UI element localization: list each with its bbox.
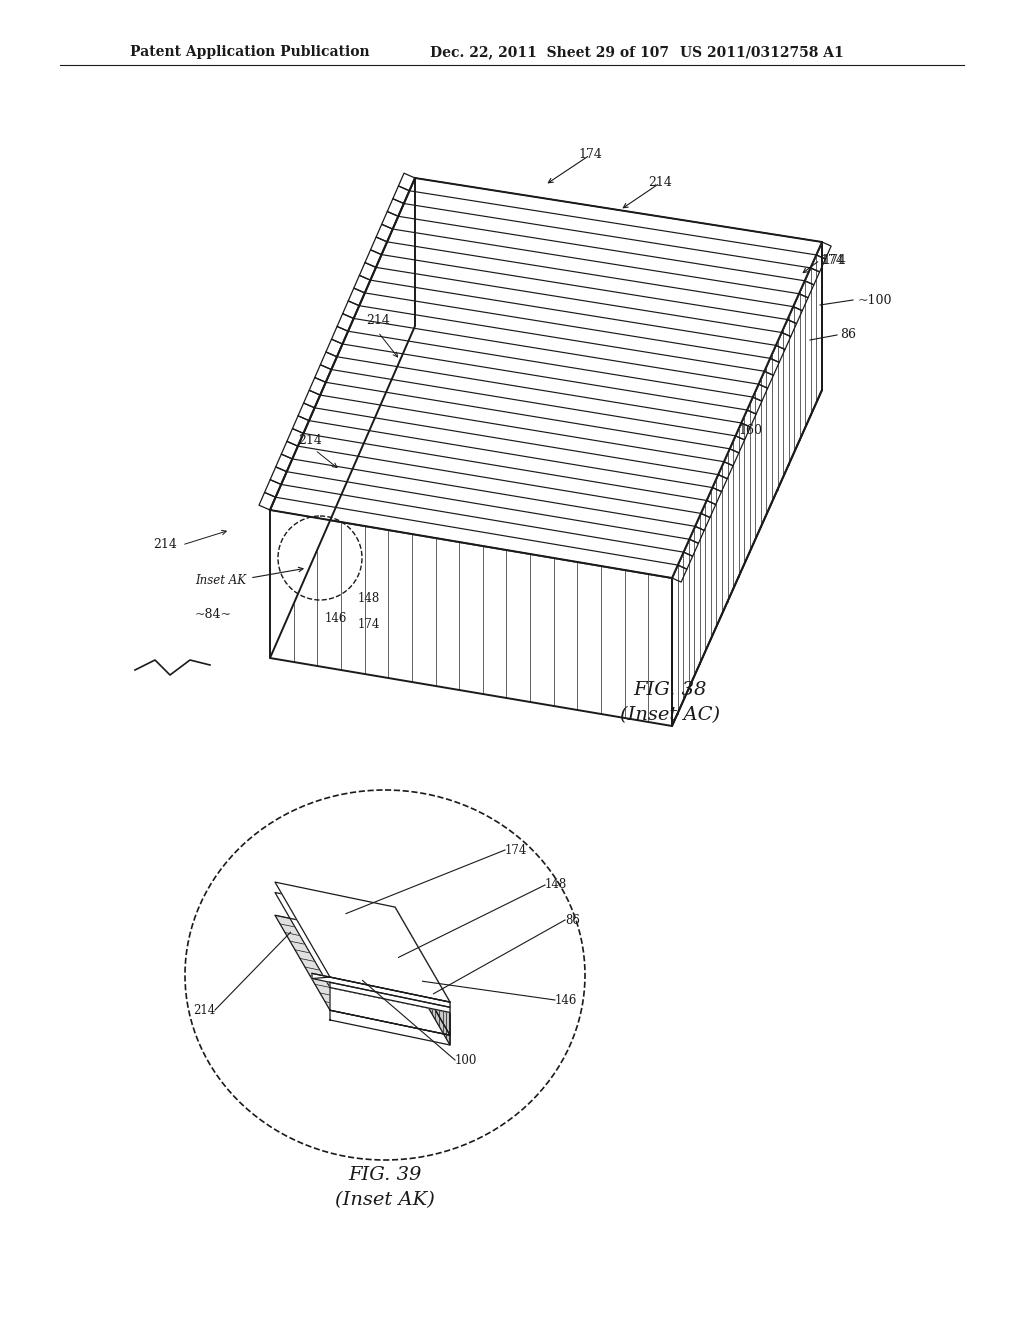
Text: 86: 86 [840,329,856,342]
Text: FIG. 39: FIG. 39 [348,1166,422,1184]
Text: 174: 174 [358,619,380,631]
Polygon shape [270,178,822,578]
Polygon shape [270,178,415,657]
Text: 100: 100 [455,1053,477,1067]
Polygon shape [395,917,450,1035]
Text: 174: 174 [820,253,844,267]
Text: 214: 214 [153,539,177,552]
Text: 214: 214 [298,433,322,446]
Text: Inset AK: Inset AK [195,573,246,586]
Polygon shape [310,916,403,986]
Polygon shape [275,915,450,1035]
Polygon shape [672,242,822,726]
Text: (Inset AK): (Inset AK) [335,1191,435,1209]
Text: Patent Application Publication: Patent Application Publication [130,45,370,59]
Text: 146: 146 [555,994,578,1006]
Text: 214: 214 [193,1003,215,1016]
Text: 86: 86 [565,913,580,927]
Text: (Inset AC): (Inset AC) [620,706,720,723]
Text: ~100: ~100 [858,293,893,306]
Polygon shape [312,973,450,1007]
Text: 214: 214 [366,314,390,326]
Text: ~84~: ~84~ [195,609,232,622]
Text: FIG. 38: FIG. 38 [633,681,707,700]
Polygon shape [275,892,450,1012]
Text: 148: 148 [358,591,380,605]
Polygon shape [275,882,450,1002]
Text: 146: 146 [325,611,347,624]
Text: 174: 174 [505,843,527,857]
Text: 214: 214 [648,177,672,190]
Text: 160: 160 [738,424,762,437]
Polygon shape [270,510,672,726]
Text: 174: 174 [579,149,602,161]
Text: US 2011/0312758 A1: US 2011/0312758 A1 [680,45,844,59]
Polygon shape [395,907,450,1045]
Text: 148: 148 [545,879,567,891]
Polygon shape [672,242,822,726]
Polygon shape [330,982,450,1012]
Text: 174: 174 [822,253,846,267]
Text: Dec. 22, 2011  Sheet 29 of 107: Dec. 22, 2011 Sheet 29 of 107 [430,45,669,59]
Polygon shape [330,1010,450,1045]
Polygon shape [330,987,450,1035]
